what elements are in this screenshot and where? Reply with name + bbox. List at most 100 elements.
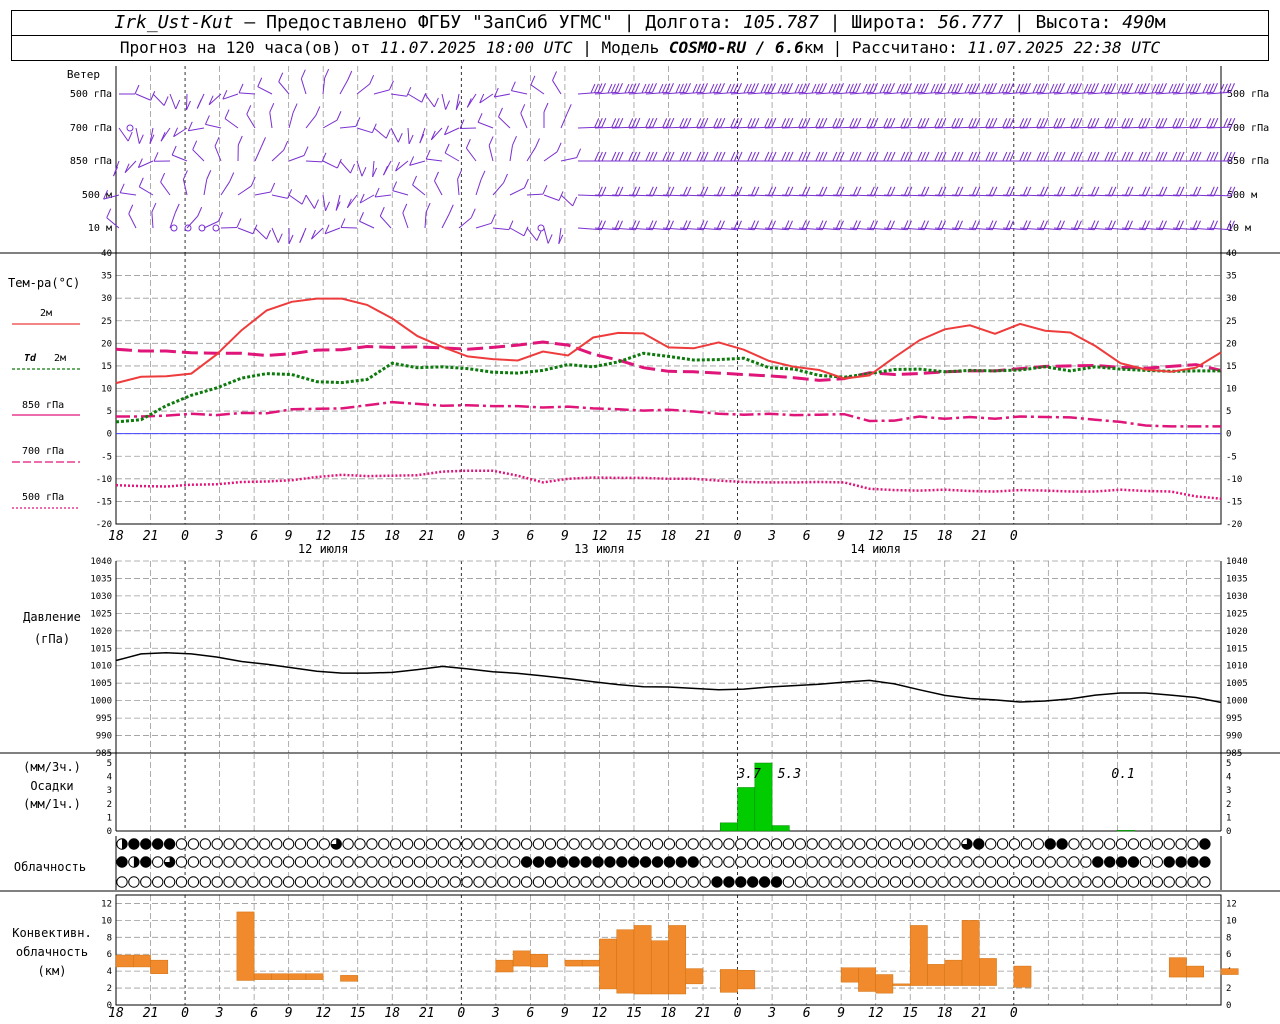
temp-tick-right: -20 bbox=[1226, 520, 1242, 530]
wind-flag bbox=[359, 212, 364, 222]
cloud-symbol bbox=[413, 876, 426, 888]
cloud-symbol bbox=[949, 838, 961, 850]
wind-barb bbox=[311, 227, 324, 240]
wind-flag bbox=[886, 118, 892, 128]
cloud-symbol bbox=[854, 876, 866, 888]
precip-tick-right: 4 bbox=[1226, 773, 1231, 783]
cloud-symbol bbox=[580, 876, 592, 888]
wind-flag bbox=[832, 151, 838, 162]
pressure-tick-right: 1025 bbox=[1226, 609, 1248, 619]
x-tick-label: 15 bbox=[626, 529, 642, 544]
cloud-symbol bbox=[1127, 856, 1140, 868]
wind-flag bbox=[675, 83, 681, 94]
wind-barb bbox=[900, 227, 925, 231]
x-tick-label-bottom: 15 bbox=[350, 1006, 366, 1021]
wind-barb bbox=[968, 91, 993, 95]
wind-flag bbox=[645, 118, 651, 128]
wind-flag bbox=[754, 186, 760, 197]
wind-barb bbox=[135, 127, 140, 144]
cloud-symbol bbox=[163, 838, 176, 850]
conv-bar bbox=[599, 938, 617, 990]
wind-flag bbox=[372, 167, 378, 178]
wind-flag bbox=[924, 151, 930, 162]
wind-flag bbox=[1124, 83, 1130, 93]
pressure-tick-left: 1035 bbox=[90, 574, 112, 584]
wind-flag bbox=[730, 118, 736, 128]
wind-flag bbox=[665, 118, 671, 128]
x-tick-label: 9 bbox=[285, 529, 293, 544]
wind-flag bbox=[746, 83, 752, 93]
wind-flag bbox=[737, 186, 743, 197]
cloud-symbol bbox=[235, 838, 247, 850]
wind-flag bbox=[635, 151, 641, 162]
wind-flag bbox=[1103, 83, 1109, 93]
cloud-symbol bbox=[770, 838, 783, 850]
wind-flag bbox=[933, 83, 939, 93]
cloud-symbol bbox=[687, 876, 699, 888]
wind-flag bbox=[618, 151, 624, 162]
wind-flag bbox=[733, 151, 739, 162]
wind-flag bbox=[941, 83, 946, 93]
wind-flag bbox=[535, 138, 540, 148]
wind-barb bbox=[1002, 194, 1027, 197]
wind-flag bbox=[402, 203, 408, 214]
wind-flag bbox=[594, 151, 600, 162]
temp-tick-right: 10 bbox=[1226, 385, 1237, 395]
wind-flag bbox=[542, 184, 548, 195]
cloud-symbol bbox=[1187, 876, 1199, 888]
wind-flag bbox=[149, 134, 155, 144]
temp-tick-right: 5 bbox=[1226, 407, 1231, 417]
wind-flag bbox=[828, 83, 834, 94]
wind-barb bbox=[866, 91, 891, 95]
wind-barb bbox=[611, 194, 636, 197]
cloud-symbol bbox=[413, 856, 426, 868]
cloud-symbol bbox=[782, 876, 795, 888]
longitude-value: 105.787 bbox=[742, 12, 819, 33]
wind-barb bbox=[883, 126, 908, 129]
wind-barb bbox=[985, 194, 1010, 197]
cloud-symbol bbox=[1008, 876, 1021, 888]
wind-flag bbox=[662, 151, 668, 162]
wind-barb bbox=[356, 127, 373, 134]
pressure-tick-right: 1005 bbox=[1226, 679, 1248, 689]
cloud-symbol bbox=[247, 876, 259, 888]
wind-barb bbox=[611, 126, 636, 129]
wind-flag bbox=[1154, 83, 1160, 93]
x-tick-label: 9 bbox=[561, 529, 569, 544]
wind-flag bbox=[754, 151, 760, 162]
conv-bar bbox=[150, 959, 169, 974]
wind-flag bbox=[968, 151, 974, 162]
cloud-symbol bbox=[889, 876, 902, 888]
cloud-symbol bbox=[901, 838, 914, 850]
wind-flag bbox=[601, 117, 607, 128]
wind-flag bbox=[590, 83, 596, 94]
cloud-symbol bbox=[378, 876, 390, 888]
cloud-symbol bbox=[818, 876, 830, 888]
wind-flag bbox=[971, 186, 977, 196]
wind-barb bbox=[379, 215, 392, 229]
wind-flag bbox=[917, 151, 923, 162]
wind-flag bbox=[1094, 151, 1100, 162]
wind-flag bbox=[355, 117, 361, 127]
cloud-symbol bbox=[390, 838, 402, 850]
wind-flag bbox=[958, 83, 963, 93]
wind-flag bbox=[1107, 186, 1113, 196]
conv-bar bbox=[927, 964, 945, 986]
wind-barbs bbox=[103, 68, 1236, 245]
wind-flag bbox=[1141, 186, 1147, 196]
wind-barb bbox=[764, 91, 789, 95]
x-tick-label-bottom: 18 bbox=[937, 1006, 953, 1021]
wind-flag bbox=[597, 118, 603, 128]
x-tick-label-bottom: 3 bbox=[491, 1006, 500, 1021]
wind-flag bbox=[445, 100, 451, 110]
wind-flag bbox=[771, 83, 776, 93]
wind-barb bbox=[390, 93, 407, 97]
temp-tick-left: -15 bbox=[96, 497, 112, 507]
x-tick-label: 3 bbox=[491, 529, 500, 544]
wind-flag bbox=[692, 83, 698, 94]
wind-barb bbox=[1189, 227, 1214, 231]
wind-flag bbox=[781, 151, 787, 162]
conv-bar bbox=[236, 911, 255, 981]
wind-flag bbox=[543, 102, 549, 113]
wind-flag bbox=[490, 214, 496, 224]
